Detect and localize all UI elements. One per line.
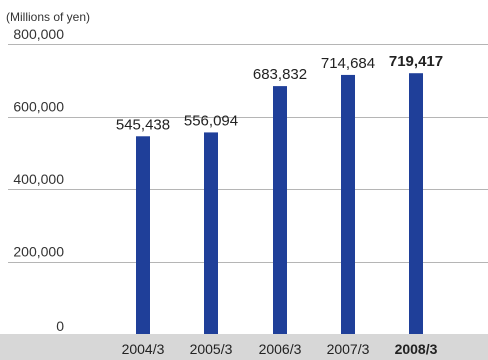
category-label: 2004/3	[122, 341, 165, 357]
value-label: 683,832	[253, 66, 307, 83]
value-label: 719,417	[389, 53, 443, 70]
gridlines	[8, 44, 488, 263]
category-label: 2006/3	[259, 341, 302, 357]
category-label: 2007/3	[327, 341, 370, 357]
bar	[204, 132, 218, 334]
y-tick-label: 200,000	[13, 244, 64, 260]
y-tick-label: 800,000	[13, 26, 64, 42]
bar	[341, 74, 355, 334]
category-label: 2008/3	[395, 341, 438, 357]
bar	[409, 73, 423, 334]
unit-label: (Millions of yen)	[6, 10, 90, 24]
bar	[136, 136, 150, 334]
x-axis-band	[0, 334, 488, 360]
y-tick-label: 600,000	[13, 99, 64, 115]
y-tick-labels: 0 200,000 400,000 600,000 800,000	[13, 26, 64, 334]
value-label: 714,684	[321, 55, 375, 72]
bars	[136, 73, 423, 334]
category-labels: 2004/3 2005/3 2006/3 2007/3 2008/3	[122, 341, 438, 357]
value-labels: 545,438 556,094 683,832 714,684 719,417	[116, 53, 443, 133]
value-label: 556,094	[184, 112, 238, 129]
category-label: 2005/3	[190, 341, 233, 357]
y-tick-label: 0	[56, 318, 64, 334]
bar	[273, 86, 287, 334]
y-tick-label: 400,000	[13, 171, 64, 187]
axis-band	[0, 334, 488, 360]
value-label: 545,438	[116, 116, 170, 133]
